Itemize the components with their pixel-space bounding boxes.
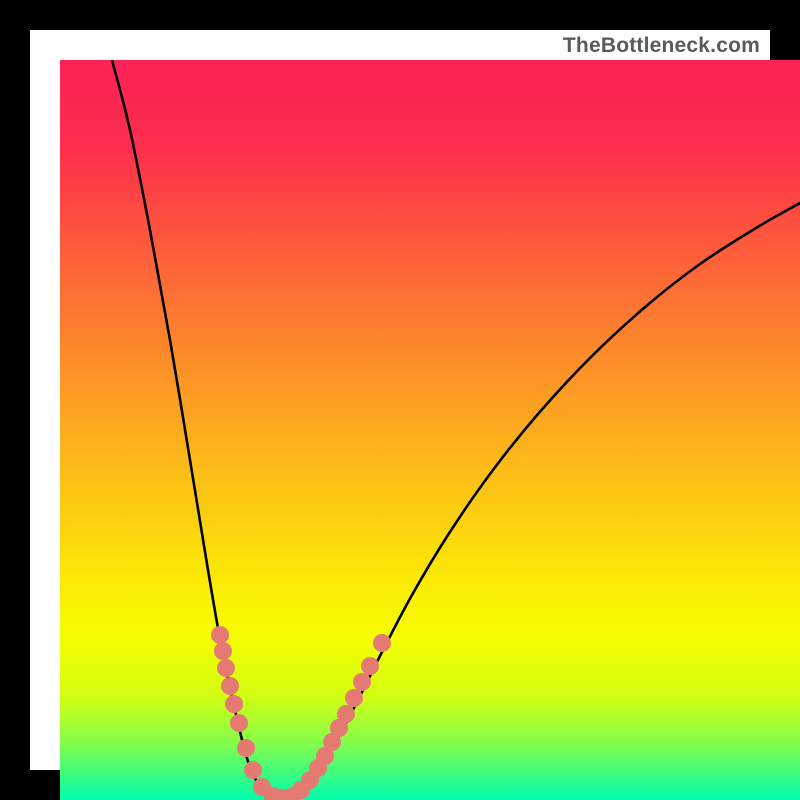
marker-dot	[217, 659, 235, 677]
chart-frame: TheBottleneck.com	[0, 0, 800, 800]
marker-dot	[211, 626, 229, 644]
bottleneck-chart	[60, 60, 800, 800]
marker-dot	[225, 695, 243, 713]
marker-dot	[361, 657, 379, 675]
marker-dot	[244, 761, 262, 779]
plot-area	[60, 60, 740, 740]
marker-dot	[230, 714, 248, 732]
marker-dot	[353, 673, 371, 691]
marker-dot	[237, 739, 255, 757]
marker-dot	[214, 642, 232, 660]
marker-dot	[221, 677, 239, 695]
marker-dot	[373, 634, 391, 652]
marker-dot	[345, 689, 363, 707]
watermark-text: TheBottleneck.com	[563, 34, 760, 58]
marker-dot	[337, 705, 355, 723]
gradient-background	[60, 60, 800, 800]
